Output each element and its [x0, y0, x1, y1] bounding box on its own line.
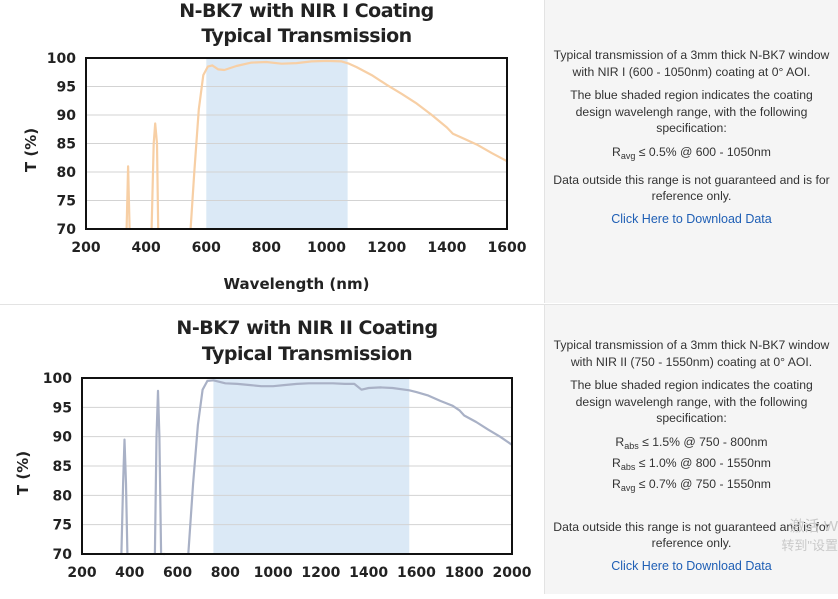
download-data-link[interactable]: Click Here to Download Data: [611, 558, 772, 573]
y-tick-label: 100: [47, 51, 76, 67]
download-data-link[interactable]: Click Here to Download Data: [611, 211, 772, 226]
x-tick-label: 400: [115, 565, 144, 581]
y-tick-label: 80: [53, 488, 73, 504]
chart-cell-nir2: N-BK7 with NIR II Coating Typical Transmi…: [0, 305, 545, 594]
x-tick-label: 400: [132, 240, 161, 256]
x-tick-label: 1400: [349, 565, 388, 581]
x-tick-label: 1800: [445, 565, 484, 581]
transmission-curve: [120, 438, 129, 555]
y-tick-label: 90: [53, 430, 73, 446]
x-tick-label: 1000: [254, 565, 293, 581]
spec-line: Rabs ≤ 1.5% @ 750 - 800nm: [615, 434, 768, 451]
x-tick-label: 800: [211, 565, 240, 581]
chart-cell-nir1: N-BK7 with NIR I Coating Typical Transmis…: [0, 0, 545, 303]
description-cell-nir1: Typical transmission of a 3mm thick N-BK…: [545, 0, 838, 303]
description-cell-nir2: Typical transmission of a 3mm thick N-BK…: [545, 305, 838, 594]
description-text: Typical transmission of a 3mm thick N-BK…: [553, 338, 830, 369]
x-tick-label: 600: [192, 240, 221, 256]
x-tick-label: 600: [163, 565, 192, 581]
y-tick-label: 75: [53, 518, 72, 534]
watermark-line-1: 激活 W: [789, 518, 838, 535]
y-axis-label: T (%): [22, 128, 40, 172]
y-tick-label: 100: [43, 371, 72, 387]
disclaimer-text: Data outside this range is not guarantee…: [553, 519, 830, 551]
x-tick-label: 200: [71, 240, 100, 256]
x-tick-label: 200: [67, 565, 96, 581]
y-tick-label: 75: [57, 194, 76, 210]
transmission-curve: [189, 59, 508, 230]
y-tick-label: 85: [57, 137, 76, 153]
product-row-nir2: N-BK7 with NIR II Coating Typical Transmi…: [0, 304, 838, 594]
y-tick-label: 85: [53, 459, 72, 475]
transmission-curve: [150, 122, 160, 230]
description-text: Typical transmission of a 3mm thick N-BK…: [553, 48, 830, 79]
x-tick-label: 1200: [301, 565, 340, 581]
y-axis-label: T (%): [14, 451, 32, 495]
x-tick-label: 1000: [307, 240, 346, 256]
y-tick-label: 70: [53, 547, 73, 563]
y-tick-label: 80: [57, 165, 77, 181]
y-tick-label: 95: [53, 400, 72, 416]
y-tick-label: 70: [57, 222, 77, 238]
chart-subtitle: Typical Transmission: [201, 25, 411, 47]
chart-subtitle: Typical Transmission: [202, 343, 412, 365]
spec-line: Rabs ≤ 1.0% @ 800 - 1550nm: [612, 455, 771, 472]
y-tick-label: 90: [57, 108, 77, 124]
transmission-curve: [153, 389, 163, 555]
spec-line: Ravg ≤ 0.5% @ 600 - 1050nm: [612, 144, 771, 161]
shade-note: The blue shaded region indicates the coa…: [570, 378, 813, 425]
transmission-curve: [187, 379, 513, 555]
x-tick-label: 1600: [397, 565, 436, 581]
y-tick-label: 95: [57, 80, 76, 96]
transmission-chart-nir1: N-BK7 with NIR I Coating Typical Transmis…: [22, 0, 527, 293]
chart-title: N-BK7 with NIR II Coating: [176, 317, 437, 339]
watermark-line-2: 转到"设置: [781, 538, 838, 553]
chart-title: N-BK7 with NIR I Coating: [179, 0, 434, 22]
x-tick-label: 1200: [367, 240, 406, 256]
spec-list: Rabs ≤ 1.5% @ 750 - 800nm Rabs ≤ 1.0% @ 8…: [545, 434, 838, 497]
product-row-nir1: N-BK7 with NIR I Coating Typical Transmis…: [0, 0, 838, 303]
plot-frame: [81, 377, 513, 555]
x-tick-label: 1600: [488, 240, 527, 256]
x-tick-label: 2000: [493, 565, 532, 581]
transmission-curve: [125, 165, 131, 230]
shade-note: The blue shaded region indicates the coa…: [570, 88, 813, 135]
x-tick-label: 800: [252, 240, 281, 256]
transmission-chart-nir2: N-BK7 with NIR II Coating Typical Transmi…: [14, 317, 532, 581]
plot-frame: [85, 57, 508, 230]
spec-list: Ravg ≤ 0.5% @ 600 - 1050nm: [545, 144, 838, 165]
x-axis-label: Wavelength (nm): [224, 275, 370, 293]
disclaimer-text: Data outside this range is not guarantee…: [553, 172, 830, 204]
spec-line: Ravg ≤ 0.7% @ 750 - 1550nm: [612, 476, 771, 493]
x-tick-label: 1400: [427, 240, 466, 256]
